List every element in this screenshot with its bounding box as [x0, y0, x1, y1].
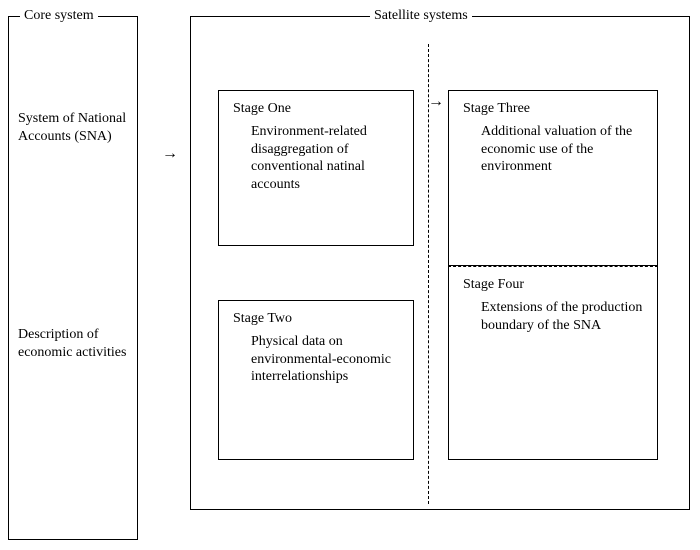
stage-four-box: Stage Four Extensions of the production … — [448, 266, 658, 460]
diagram-root: Core system System of National Accounts … — [0, 0, 700, 550]
core-system-box — [8, 16, 138, 540]
satellite-divider-dashed — [428, 44, 429, 504]
stage-two-box: Stage Two Physical data on environmental… — [218, 300, 414, 460]
stage-four-title: Stage Four — [463, 277, 643, 293]
stage-four-desc: Extensions of the production boundary of… — [481, 299, 643, 334]
core-sna-text: System of National Accounts (SNA) — [18, 110, 130, 145]
arrow-stage1-to-stage3-icon: → — [428, 94, 444, 110]
arrow-core-to-satellite-icon: → — [162, 146, 178, 162]
core-description-text: Description of economic activities — [18, 326, 130, 361]
satellite-systems-heading: Satellite systems — [370, 8, 472, 24]
stage-one-title: Stage One — [233, 101, 399, 117]
stage-two-desc: Physical data on environmental-economic … — [251, 333, 399, 386]
core-system-heading: Core system — [20, 8, 98, 24]
stage-two-title: Stage Two — [233, 311, 399, 327]
stage-one-desc: Environment-related disaggregation of co… — [251, 123, 399, 193]
stage-three-box: Stage Three Additional valuation of the … — [448, 90, 658, 266]
stage-three-title: Stage Three — [463, 101, 643, 117]
stage-one-box: Stage One Environment-related disaggrega… — [218, 90, 414, 246]
stage-three-desc: Additional valuation of the economic use… — [481, 123, 643, 176]
